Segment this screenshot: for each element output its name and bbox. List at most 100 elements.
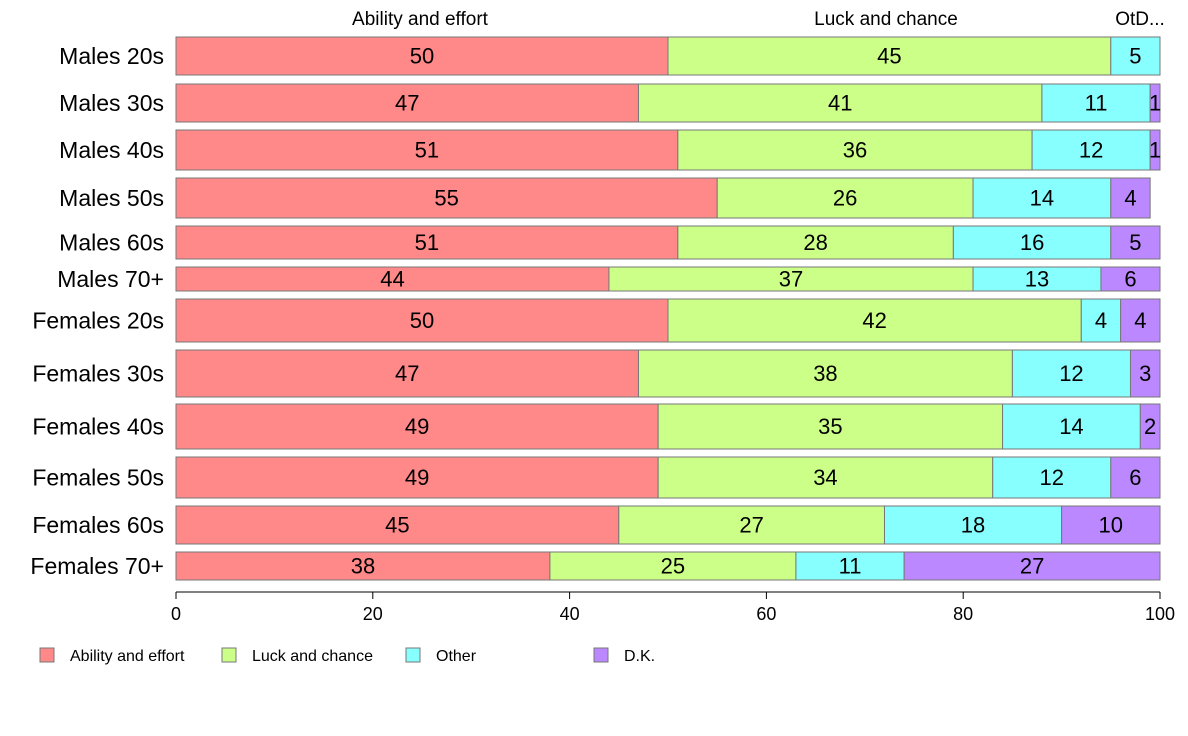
data-label: 12 (1079, 138, 1103, 163)
data-label: 34 (813, 465, 837, 490)
bar-segment-ability-and-effort (175, 225, 679, 260)
x-tick-label: 100 (1145, 604, 1175, 624)
data-label: 16 (1020, 230, 1044, 255)
bar-segment-d-k (1139, 403, 1161, 450)
data-label: 1 (1149, 138, 1161, 163)
legend-swatch-other (405, 647, 421, 663)
legend-swatch-ability-and-effort (39, 647, 55, 663)
bar-segment-luck-and-chance (657, 456, 994, 499)
data-label: 27 (739, 513, 763, 538)
data-label: 49 (405, 414, 429, 439)
data-label: 55 (434, 186, 458, 211)
data-label: 14 (1030, 186, 1054, 211)
bar-segment-luck-and-chance (677, 225, 954, 260)
data-label: 11 (1085, 91, 1108, 116)
bar-segment-other (1002, 403, 1141, 450)
data-label: 25 (661, 554, 685, 579)
bar-segment-other (1011, 349, 1131, 398)
data-label: 47 (395, 361, 419, 386)
bar-segment-other (1031, 129, 1151, 171)
data-label: 50 (410, 308, 434, 333)
data-label: 50 (410, 44, 434, 69)
column-headers: Ability and effort Luck and chance OtD... (352, 9, 1165, 30)
bar-segment-other (972, 266, 1102, 292)
category-label: Females 60s (32, 512, 164, 538)
data-label: 37 (779, 267, 803, 292)
bar-segment-luck-and-chance (657, 403, 1004, 450)
bar-segment-luck-and-chance (667, 298, 1082, 343)
data-label: 44 (380, 267, 404, 292)
data-label: 13 (1025, 267, 1049, 292)
bar-segment-d-k (1110, 177, 1151, 219)
bar-segment-other (992, 456, 1112, 499)
data-label: 51 (415, 138, 439, 163)
category-label: Females 20s (32, 308, 164, 334)
bar-segment-ability-and-effort (175, 298, 669, 343)
data-label: 45 (877, 44, 901, 69)
data-label: 4 (1134, 308, 1146, 333)
bar-segment-ability-and-effort (175, 266, 610, 292)
column-header-otd: OtD... (1115, 9, 1165, 30)
category-labels: Males 20s Males 30s Males 40s Males 50s Male… (30, 43, 164, 579)
bar-segment-d-k (1129, 349, 1161, 398)
bar-segment-ability-and-effort (175, 36, 669, 76)
data-label: 5 (1129, 44, 1141, 69)
column-header-luck-and-chance: Luck and chance (814, 9, 958, 30)
data-label: 49 (405, 465, 429, 490)
category-label: Males 70+ (57, 266, 164, 292)
category-label: Males 60s (59, 230, 164, 256)
bar-segment-d-k (1061, 505, 1161, 545)
category-label: Females 30s (32, 361, 164, 387)
data-label: 6 (1124, 267, 1136, 292)
data-label: 35 (818, 414, 842, 439)
bar-segment-d-k (1100, 266, 1161, 292)
bar-segment-other (952, 225, 1112, 260)
data-label: 38 (351, 554, 375, 579)
legend-swatch-d-k (593, 647, 609, 663)
x-tick-label: 60 (756, 604, 776, 624)
data-label: 4 (1095, 308, 1107, 333)
bar-segment-d-k (1149, 83, 1161, 123)
data-label: 3 (1139, 361, 1151, 386)
data-label: 26 (833, 186, 857, 211)
bar-segment-luck-and-chance (608, 266, 974, 292)
category-label: Males 30s (59, 90, 164, 116)
legend: Ability and effort Luck and chance Other D.… (39, 647, 655, 665)
category-label: Males 50s (59, 185, 164, 211)
bar-segment-d-k (1149, 129, 1161, 171)
data-label: 47 (395, 91, 419, 116)
data-label: 38 (813, 361, 837, 386)
data-label: 6 (1129, 465, 1141, 490)
legend-label-d-k: D.K. (624, 648, 655, 665)
bar-segment-other (972, 177, 1112, 219)
bar-segment-d-k (1110, 225, 1161, 260)
data-label: 27 (1020, 554, 1044, 579)
x-tick-label: 40 (560, 604, 580, 624)
data-label: 14 (1059, 414, 1083, 439)
data-label: 36 (843, 138, 867, 163)
column-header-ability-and-effort: Ability and effort (352, 9, 489, 30)
bar-segment-luck-and-chance (677, 129, 1033, 171)
data-label: 2 (1144, 414, 1156, 439)
category-label: Females 50s (32, 465, 164, 491)
legend-label-luck-and-chance: Luck and chance (252, 648, 373, 665)
bar-segment-d-k (903, 551, 1161, 581)
bar-segment-luck-and-chance (716, 177, 974, 219)
legend-swatch-luck-and-chance (221, 647, 237, 663)
bar-segment-ability-and-effort (175, 83, 639, 123)
x-tick-label: 80 (953, 604, 973, 624)
bar-segment-luck-and-chance (618, 505, 885, 545)
data-label: 41 (828, 91, 852, 116)
data-label: 4 (1124, 186, 1136, 211)
bar-segment-other (1110, 36, 1161, 76)
x-tick-label: 0 (171, 604, 181, 624)
category-label: Males 20s (59, 43, 164, 69)
bar-segment-other (795, 551, 905, 581)
category-label: Females 70+ (30, 553, 164, 579)
data-label: 11 (839, 554, 862, 579)
bar-segment-d-k (1110, 456, 1161, 499)
data-label: 1 (1149, 91, 1161, 116)
category-label: Males 40s (59, 137, 164, 163)
data-label: 12 (1059, 361, 1083, 386)
